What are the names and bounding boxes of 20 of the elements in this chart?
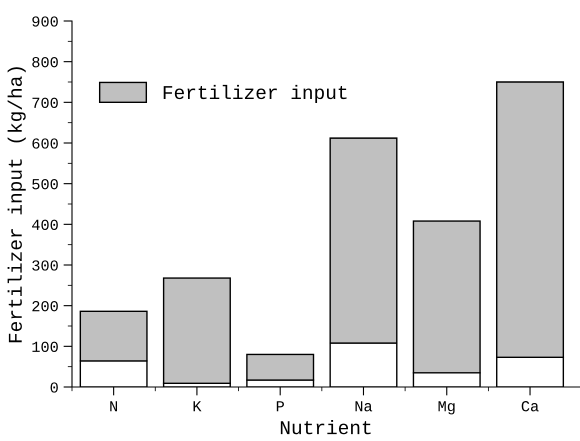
y-tick-label: 400	[32, 220, 58, 230]
x-tick-label: P	[276, 401, 284, 412]
y-tick-label: 200	[32, 300, 58, 312]
x-tick-label: N	[110, 401, 118, 412]
y-tick-label: 500	[32, 178, 58, 190]
y-tick-label: 800	[32, 56, 58, 68]
x-axis-title: Nutrient	[280, 420, 371, 434]
bar	[162, 277, 231, 384]
y-tick-label: 600	[32, 138, 58, 149]
y-axis-title: Fertilizer input (kg/ha)	[8, 67, 26, 342]
legend-label: Fertilizer input	[164, 84, 347, 103]
x-tick-label: Na	[356, 401, 372, 412]
y-tick-label: 900	[32, 16, 58, 27]
y-tick-label: 300	[32, 260, 58, 271]
y-tick-label: 100	[32, 342, 58, 352]
x-tick-label: Ca	[522, 401, 539, 412]
x-tick-label: Mg	[438, 401, 455, 414]
y-tick-label: 700	[32, 98, 58, 108]
y-tick-label: 0	[50, 382, 58, 393]
x-tick-label: K	[194, 401, 202, 412]
